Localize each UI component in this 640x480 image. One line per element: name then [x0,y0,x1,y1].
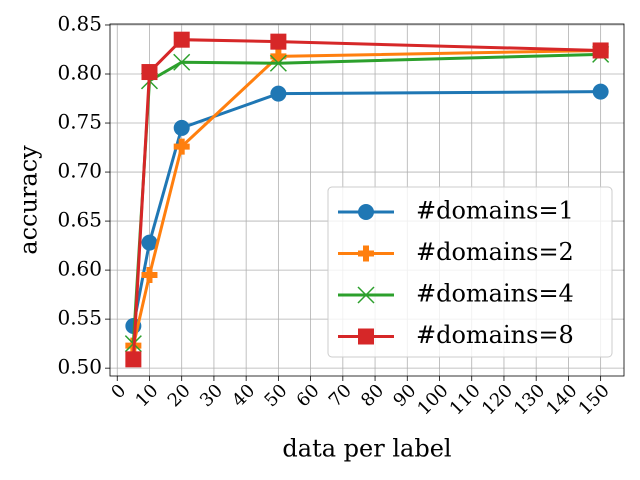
marker [270,48,287,65]
y-tick-label: 0.65 [57,208,102,232]
plot-frame [109,23,625,377]
marker [141,64,158,81]
x-tick-label: 50 [260,380,291,411]
marker [173,119,190,136]
marker [270,33,287,50]
marker [358,204,374,220]
x-tick-label: 140 [542,380,581,419]
marker [173,138,190,155]
y-tick-label: 0.50 [57,355,102,379]
y-tick-label: 0.55 [57,306,102,330]
y-tick-label: 0.80 [57,61,102,85]
marker [141,234,158,251]
legend-label: #domains=2 [416,238,574,266]
y-tick-label: 0.60 [57,257,102,281]
legend-box [327,186,613,358]
x-tick-label: 110 [446,380,485,419]
x-tick-label: 70 [325,380,356,411]
marker [141,267,158,284]
marker [592,83,609,100]
x-tick-label: 0 [107,380,130,403]
x-tick-label: 10 [132,380,163,411]
marker [173,53,191,71]
legend-label: #domains=4 [416,280,574,308]
legend-label: #domains=8 [416,321,574,349]
marker [125,351,142,368]
marker [358,328,374,345]
y-tick-label: 0.75 [57,110,102,134]
legend-label: #domains=1 [416,197,574,225]
marker [270,85,287,102]
x-tick-label: 100 [413,380,452,419]
marker [269,54,287,72]
x-tick-label: 30 [196,380,227,411]
x-tick-label: 60 [293,380,324,411]
y-tick-label: 0.70 [57,159,102,183]
x-tick-label: 40 [228,380,259,411]
marker [357,286,375,304]
x-axis-label: data per label [282,435,451,463]
y-axis-label: accuracy [15,145,43,255]
x-tick-label: 20 [164,380,195,411]
x-tick-label: 80 [357,380,388,411]
marker [358,245,374,262]
marker [173,31,190,48]
marker [592,42,609,59]
x-tick-label: 150 [575,380,614,419]
x-tick-label: 120 [478,380,517,419]
x-tick-label: 130 [510,380,549,419]
y-tick-label: 0.85 [57,11,102,35]
